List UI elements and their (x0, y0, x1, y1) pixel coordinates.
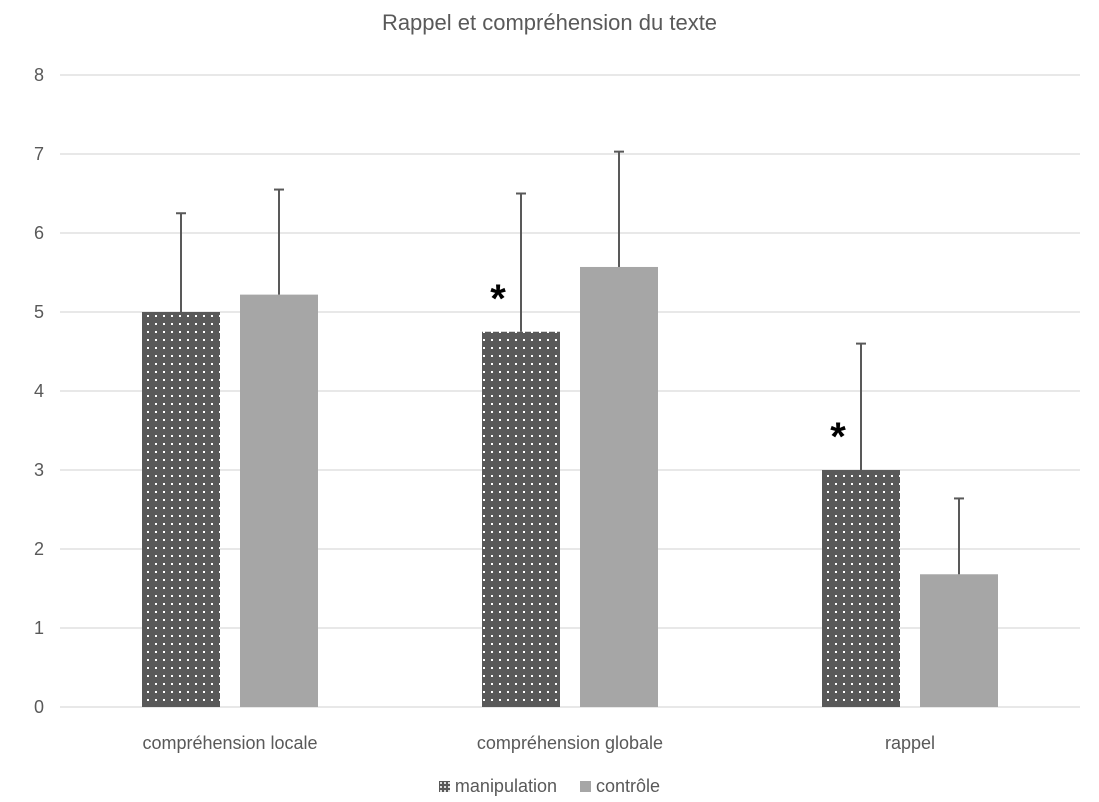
bar-controle (920, 574, 998, 707)
y-tick-label: 2 (34, 539, 44, 559)
x-tick-label: compréhension globale (477, 733, 663, 753)
y-tick-label: 4 (34, 381, 44, 401)
legend-label-manipulation: manipulation (454, 776, 557, 796)
bar-manipulation (822, 470, 900, 707)
chart-title: Rappel et compréhension du texte (381, 10, 718, 35)
y-tick-label: 0 (34, 697, 44, 717)
bar-controle (580, 266, 658, 707)
y-tick-label: 3 (34, 460, 44, 480)
legend-label-controle: contrôle (596, 776, 661, 796)
y-tick-label: 5 (34, 302, 44, 322)
bar-manipulation (142, 312, 220, 707)
x-tick-label: compréhension locale (142, 733, 317, 753)
legend-swatch-controle (580, 781, 592, 792)
legend-swatch-manipulation (438, 781, 450, 792)
significance-star: * (490, 277, 506, 321)
bar-controle (240, 294, 318, 707)
error-bars (176, 150, 964, 575)
legend-item-manipulation: manipulation (438, 776, 557, 797)
y-tick-label: 1 (34, 618, 44, 638)
y-axis: 0 1 2 3 4 5 6 7 8 (34, 65, 44, 717)
bar-manipulation (482, 331, 560, 707)
significance-star: * (830, 415, 846, 459)
annotations: ** (490, 277, 846, 459)
gridlines (60, 74, 1080, 708)
x-tick-label: rappel (885, 733, 935, 753)
y-tick-label: 6 (34, 223, 44, 243)
y-tick-label: 7 (34, 144, 44, 164)
legend-item-controle: contrôle (580, 776, 660, 797)
bars (142, 266, 998, 707)
legend: manipulation contrôle (0, 776, 1099, 797)
x-axis: compréhension locale compréhension global… (142, 733, 935, 753)
y-tick-label: 8 (34, 65, 44, 85)
